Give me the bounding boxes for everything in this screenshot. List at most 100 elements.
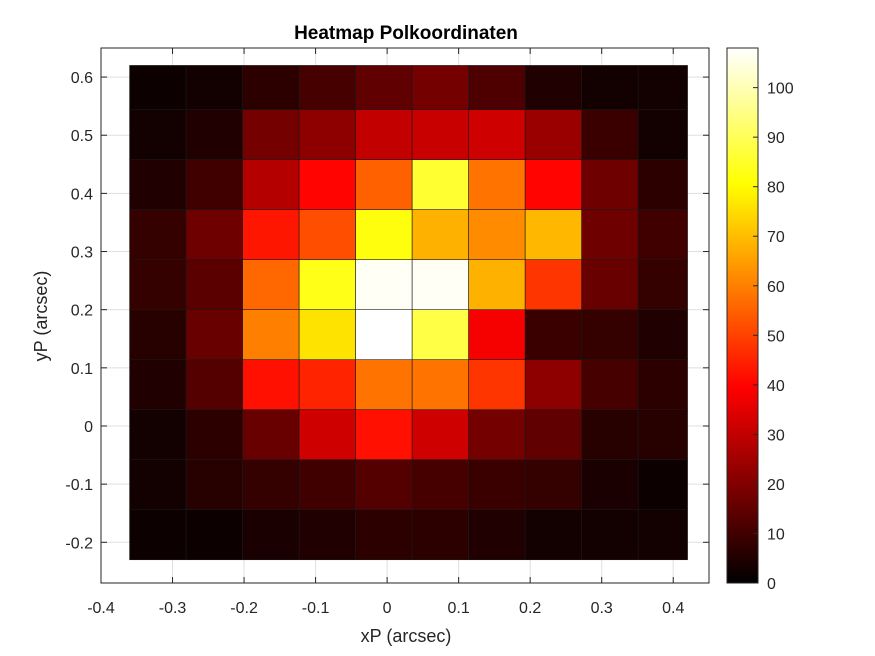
heatmap-cell-r7-c3 (298, 159, 356, 210)
heatmap-cell-r2-c1 (185, 409, 243, 461)
y-tick-label-8: 0.6 (71, 70, 93, 87)
heatmap-cell-r8-c8 (581, 109, 639, 160)
heatmap-cell-r5-c4 (355, 259, 413, 310)
y-tick-label-0: -0.2 (65, 535, 93, 552)
heatmap-cell-r3-c8 (581, 359, 639, 411)
heatmap-cell-r3-c2 (242, 359, 300, 411)
x-axis-ticks: -0.4 -0.3 -0.2 -0.1 0 0.1 0.2 0.3 0.4 (87, 48, 684, 617)
heatmap-cell-r2-c5 (411, 409, 469, 461)
heatmap-cell-r5-c5 (411, 259, 469, 310)
heatmap-cell-r6-c4 (355, 209, 413, 260)
y-tick-label-2: 0 (84, 419, 93, 436)
heatmap-cell-r4-c1 (185, 309, 243, 360)
heatmap-cell-r2-c4 (355, 409, 413, 461)
colorbar-tick-label-1: 10 (767, 526, 785, 543)
colorbar-gradient (726, 47, 759, 584)
heatmap-cell-r3-c5 (411, 359, 469, 411)
heatmap-cell-r1-c8 (581, 459, 639, 511)
heatmap-cell-r8-c0 (129, 109, 187, 160)
heatmap-cell-r2-c2 (242, 409, 300, 461)
x-tick-label-3: -0.1 (302, 600, 330, 617)
heatmap-cell-r0-c8 (581, 509, 639, 561)
heatmap-cell-r0-c1 (185, 509, 243, 561)
heatmap-cell-r7-c6 (468, 159, 526, 210)
heatmap-cell-r7-c2 (242, 159, 300, 210)
colorbar-ticks: 0 10 20 30 40 50 60 70 80 90 100 (753, 81, 794, 593)
heatmap-cell-r9-c8 (581, 65, 639, 110)
x-tick-label-2: -0.2 (230, 600, 258, 617)
heatmap-cell-r7-c0 (129, 159, 187, 210)
heatmap-cell-r1-c3 (298, 459, 356, 511)
plot-area: -0.4 -0.3 -0.2 -0.1 0 0.1 0.2 0.3 0.4 -0.2 -0.1 0 0… (65, 47, 710, 617)
heatmap-cell-r6-c0 (129, 209, 187, 260)
heatmap-cell-r8-c4 (355, 109, 413, 160)
heatmap-cell-r9-c5 (411, 65, 469, 110)
x-axis-label: xP (arcsec) (361, 626, 452, 646)
heatmap-cell-r6-c9 (637, 209, 688, 260)
heatmap-cell-r3-c7 (524, 359, 582, 411)
x-tick-label-4: 0 (383, 600, 392, 617)
colorbar-tick-label-7: 70 (767, 229, 785, 246)
colorbar-tick-label-5: 50 (767, 328, 785, 345)
heatmap-cell-r4-c8 (581, 309, 639, 360)
heatmap-cell-r6-c1 (185, 209, 243, 260)
heatmap-cell-r7-c7 (524, 159, 582, 210)
heatmap-cell-r8-c6 (468, 109, 526, 160)
heatmap-cell-r8-c2 (242, 109, 300, 160)
heatmap-cell-r8-c3 (298, 109, 356, 160)
y-tick-label-5: 0.3 (71, 245, 93, 262)
x-tick-label-7: 0.3 (591, 600, 613, 617)
colorbar-tick-label-2: 20 (767, 477, 785, 494)
heatmap-cell-r2-c0 (129, 409, 187, 461)
heatmap-cell-r1-c6 (468, 459, 526, 511)
heatmap-cell-r2-c3 (298, 409, 356, 461)
heatmap-cell-r1-c5 (411, 459, 469, 511)
heatmap-cell-r8-c5 (411, 109, 469, 160)
colorbar-tick-label-8: 80 (767, 180, 785, 197)
heatmap-cell-r8-c9 (637, 109, 688, 160)
colorbar-tick-label-4: 40 (767, 378, 785, 395)
heatmap-cell-r8-c7 (524, 109, 582, 160)
heatmap-cell-r1-c4 (355, 459, 413, 511)
heatmap-cell-r9-c9 (637, 65, 688, 110)
heatmap-cell-r3-c3 (298, 359, 356, 411)
colorbar-tick-label-6: 60 (767, 279, 785, 296)
y-axis-ticks: -0.2 -0.1 0 0.1 0.2 0.3 0.4 0.5 0.6 (65, 70, 709, 552)
colorbar-tick-label-9: 90 (767, 130, 785, 147)
heatmap-cell-r1-c0 (129, 459, 187, 511)
y-tick-label-4: 0.2 (71, 303, 93, 320)
heatmap-cell-r4-c0 (129, 309, 187, 360)
x-tick-label-1: -0.3 (159, 600, 187, 617)
heatmap-cell-r1-c1 (185, 459, 243, 511)
heatmap-cell-r4-c9 (637, 309, 688, 360)
y-axis-label: yP (arcsec) (31, 271, 51, 362)
heatmap-cell-r3-c9 (637, 359, 688, 411)
heatmap-cell-r6-c7 (524, 209, 582, 260)
heatmap-cell-r4-c3 (298, 309, 356, 360)
heatmap-cell-r9-c7 (524, 65, 582, 110)
heatmap-cell-r9-c2 (242, 65, 300, 110)
heatmap-cell-r3-c6 (468, 359, 526, 411)
x-tick-label-6: 0.2 (519, 600, 541, 617)
heatmap-cell-r0-c7 (524, 509, 582, 561)
heatmap-cell-r5-c6 (468, 259, 526, 310)
heatmap-cell-r5-c0 (129, 259, 187, 310)
heatmap-cells (129, 65, 688, 561)
heatmap-cell-r6-c5 (411, 209, 469, 260)
heatmap-cell-r5-c1 (185, 259, 243, 310)
heatmap-cell-r6-c8 (581, 209, 639, 260)
heatmap-cell-r2-c6 (468, 409, 526, 461)
plot-frame (100, 47, 710, 584)
heatmap-cell-r4-c5 (411, 309, 469, 360)
heatmap-cell-r6-c6 (468, 209, 526, 260)
colorbar-tick-label-10: 100 (767, 81, 794, 98)
heatmap-cell-r8-c1 (185, 109, 243, 160)
chart-title: Heatmap Polkoordinaten (294, 23, 518, 44)
heatmap-cell-r9-c1 (185, 65, 243, 110)
y-tick-label-1: -0.1 (65, 477, 93, 494)
heatmap-cell-r5-c8 (581, 259, 639, 310)
heatmap-cell-r9-c3 (298, 65, 356, 110)
x-tick-label-0: -0.4 (87, 600, 115, 617)
heatmap-cell-r0-c5 (411, 509, 469, 561)
